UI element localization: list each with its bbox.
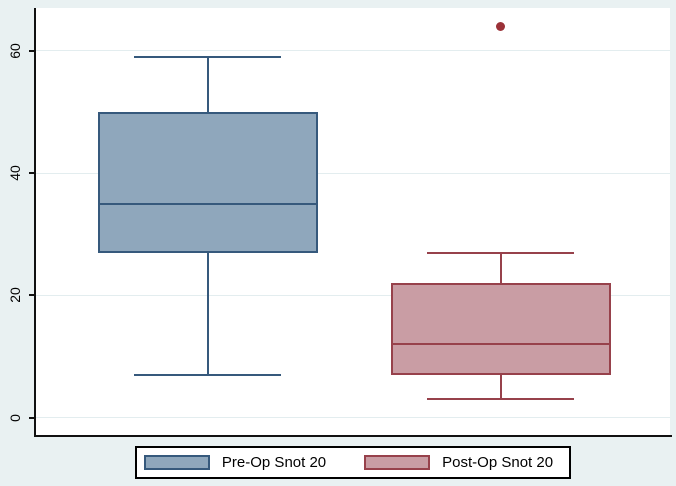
legend: Pre-Op Snot 20 Post-Op Snot 20 <box>134 446 572 479</box>
median-pre-op-snot-20 <box>97 202 318 205</box>
y-tick-label-0: 0 <box>7 413 23 422</box>
gridline-y-0 <box>36 417 670 419</box>
y-tick-mark-40 <box>29 172 35 175</box>
whisker-cap-upper-post-op-snot-20 <box>427 251 575 254</box>
whisker-cap-lower-post-op-snot-20 <box>427 398 575 401</box>
box-post-op-snot-20 <box>390 283 611 375</box>
gridline-y-60 <box>36 50 670 52</box>
whisker-lower-post-op-snot-20 <box>499 374 502 400</box>
legend-label-pre-op: Pre-Op Snot 20 <box>221 454 327 471</box>
legend-item-post-op: Post-Op Snot 20 <box>364 454 553 471</box>
y-axis <box>34 8 36 437</box>
legend-wrap: Pre-Op Snot 20 Post-Op Snot 20 <box>36 446 670 479</box>
whisker-lower-pre-op-snot-20 <box>206 252 209 375</box>
legend-swatch-post-op-icon <box>364 455 431 470</box>
gridline-y-20 <box>36 294 670 296</box>
legend-label-post-op: Post-Op Snot 20 <box>442 454 554 471</box>
whisker-cap-upper-pre-op-snot-20 <box>134 55 282 58</box>
legend-swatch-pre-op-icon <box>143 455 210 470</box>
whisker-cap-lower-pre-op-snot-20 <box>134 373 282 376</box>
gridline-y-40 <box>36 172 670 174</box>
y-tick-mark-60 <box>29 49 35 52</box>
whisker-upper-post-op-snot-20 <box>499 252 502 284</box>
median-post-op-snot-20 <box>390 343 611 346</box>
y-tick-mark-20 <box>29 294 35 297</box>
legend-item-pre-op: Pre-Op Snot 20 <box>143 454 327 471</box>
outlier-post-op-snot-20-64 <box>496 21 506 31</box>
box-pre-op-snot-20 <box>97 111 318 253</box>
y-tick-mark-0 <box>29 416 35 419</box>
y-tick-label-40: 40 <box>7 165 23 181</box>
y-tick-label-20: 20 <box>7 287 23 304</box>
whisker-upper-pre-op-snot-20 <box>206 56 209 112</box>
y-tick-label-60: 60 <box>7 43 23 59</box>
x-axis <box>34 435 672 437</box>
